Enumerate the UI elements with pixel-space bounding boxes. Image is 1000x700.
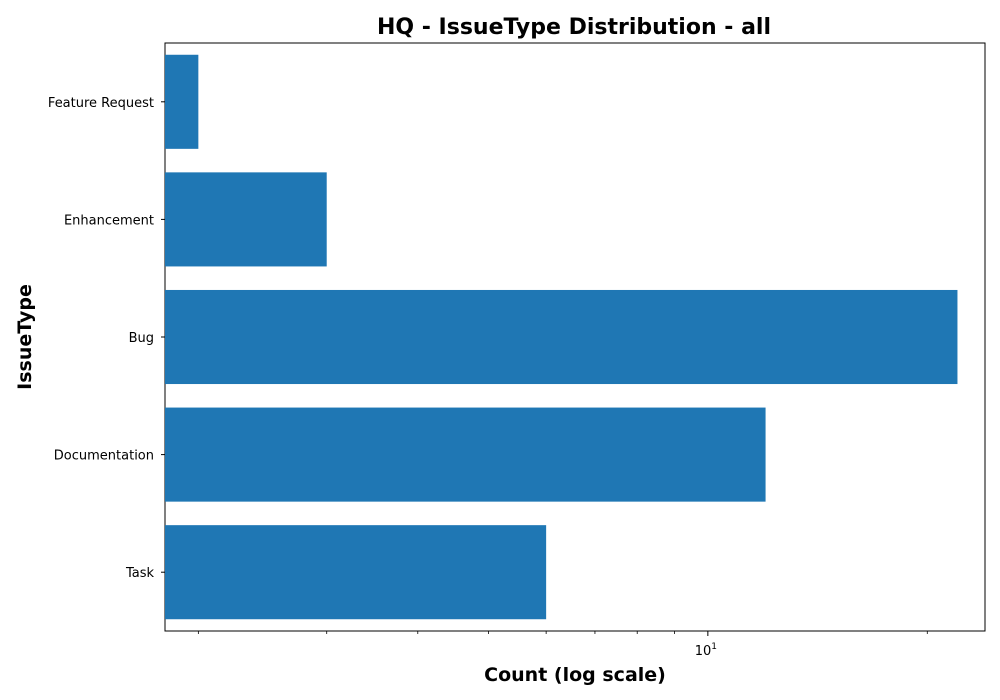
bar-task — [165, 525, 547, 620]
bar-bug — [165, 289, 958, 385]
y-tick-label: Feature Request — [48, 96, 154, 111]
chart-title: HQ - IssueType Distribution - all — [377, 15, 771, 40]
bar-documentation — [165, 407, 766, 502]
x-axis-ticks: 101 — [197, 631, 928, 659]
y-axis-ticks: Task Documentation Bug Enhancement Feature R… — [48, 96, 165, 581]
y-axis-label: IssueType — [14, 284, 36, 390]
bar-feature-request — [165, 54, 199, 149]
y-tick-label: Documentation — [54, 449, 154, 464]
y-tick-label: Enhancement — [64, 213, 154, 228]
y-tick-label: Bug — [129, 331, 154, 346]
plot-area: Task Documentation Bug Enhancement Feature R… — [48, 42, 986, 659]
bars — [165, 54, 958, 620]
x-axis-label: Count (log scale) — [484, 664, 666, 686]
bar-enhancement — [165, 172, 327, 267]
y-tick-label: Task — [125, 566, 155, 581]
x-tick-label: 101 — [695, 642, 717, 659]
